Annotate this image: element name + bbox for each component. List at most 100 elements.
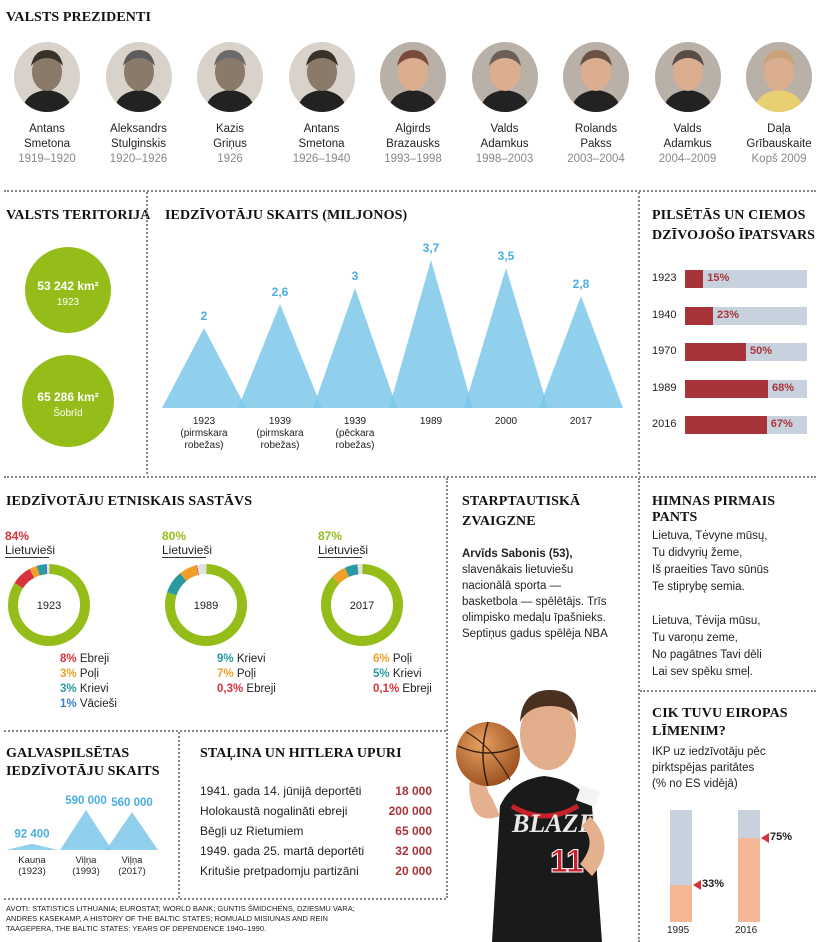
population-category-label: 1989 [420, 416, 443, 427]
population-value-label: 2,8 [573, 277, 590, 291]
president-card: Aleksandrs Stulginskis 1920–1926 [96, 42, 182, 167]
president-years: 1926–1940 [292, 153, 351, 165]
ethnic-legend-name: Krievi [233, 653, 266, 665]
victims-row: Kritušie pretpadomju partizāni 20 000 [200, 864, 432, 882]
president-last-name: Griņus [213, 138, 247, 150]
ethnic-legend-item: 7% Poļi [217, 667, 276, 682]
territory-circle-now: 65 286 km² Šobrīd [22, 355, 114, 447]
ethnic-legend-item: 9% Krievi [217, 652, 276, 667]
star-line: slavenākais lietuviešu [462, 564, 574, 576]
population-category-label: 1923 [193, 416, 216, 427]
ethnic-legend-name: Krievi [389, 668, 422, 680]
anthem-line: Tu didvyrių žeme, [652, 547, 743, 559]
territory-title: VALSTS TERITORIJA [6, 208, 151, 223]
president-portrait [197, 42, 263, 112]
urban-bar-fill [685, 270, 704, 288]
capital-title-line1: GALVASPILSĒTAS [6, 746, 130, 761]
urban-bar-row: 1923 15% [652, 270, 812, 288]
president-years: 2003–2004 [567, 153, 625, 165]
ethnic-legend-name: Ebreji [399, 683, 432, 695]
president-first-name: Algirds [395, 123, 431, 135]
population-chart: 21923(pirmskararobežas)2,61939(pirmskara… [162, 241, 623, 451]
population-category-label: (pirmskara [180, 428, 228, 439]
ethnic-main-label: Lietuvieši [5, 543, 56, 558]
president-years: 1998–2003 [475, 153, 534, 165]
ethnic-main-value: 80% [162, 529, 187, 543]
divider [4, 190, 816, 192]
anthem-line: Lietuva, Tėvija mūsu, [652, 615, 761, 627]
population-category-label: (pirmskara [256, 428, 304, 439]
star-title-line2: ZVAIGZNE [462, 514, 536, 529]
president-portrait [746, 42, 812, 112]
capital-value-label: 92 400 [14, 829, 49, 841]
territory-circle-1923: 53 242 km² 1923 [25, 247, 111, 333]
president-years: 1919–1920 [18, 153, 76, 165]
europe-bar-label: 33% [702, 878, 725, 891]
divider [4, 730, 446, 732]
ethnic-legend-item: 1% Vācieši [60, 697, 117, 712]
capital-triangle [60, 810, 112, 850]
urban-bar-fill [685, 379, 768, 398]
population-value-label: 2 [201, 309, 208, 323]
urban-bar-track: 50% [685, 343, 807, 361]
victims-value: 18 000 [395, 784, 432, 798]
capital-category-label: Viļņa [122, 855, 144, 866]
president-last-name: Smetona [298, 138, 345, 150]
ethnic-donut-segment [8, 564, 90, 646]
president-first-name: Aleksandrs [110, 123, 167, 135]
victims-value: 20 000 [395, 864, 432, 878]
victims-label: Kritušie pretpadomju partizāni [200, 864, 359, 878]
ethnic-donut-year: 2017 [350, 600, 374, 612]
divider [640, 690, 816, 692]
capital-category-label: Viļņa [76, 855, 98, 866]
ethnic-donut-segment [8, 564, 90, 646]
anthem-line: Iš praeities Tavo sūnūs [652, 564, 769, 576]
president-card: Rolands Pakss 2003–2004 [553, 42, 639, 167]
president-first-name: Valds [673, 123, 702, 135]
victims-row: Holokaustā nogalināti ebreji 200 000 [200, 804, 432, 822]
europe-bar-year: 1995 [667, 925, 690, 936]
ethnic-legend-item: 3% Poļi [60, 667, 117, 682]
ethnic-legend-value: 3% [60, 683, 77, 695]
victims-label: 1949. gada 25. martā deportēti [200, 844, 365, 858]
europe-desc-line: pirktspējas paritātes [652, 762, 755, 774]
ethnic-legend-value: 1% [60, 698, 77, 710]
ethnic-legend-value: 9% [217, 653, 234, 665]
ethnic-donut: 1923 [8, 564, 90, 646]
europe-bar-marker [693, 880, 701, 891]
anthem-line: Lai sev spēku smeļ. [652, 666, 753, 678]
territory-label: 1923 [56, 297, 80, 308]
urban-bar-label: 15% [707, 272, 730, 284]
svg-text:11: 11 [550, 843, 584, 879]
europe-title-line1: CIK TUVU EIROPAS [652, 706, 788, 721]
capital-value-label: 560 000 [111, 797, 153, 809]
ethnic-legend: 6% Poļi 5% Krievi 0,1% Ebreji [373, 652, 432, 697]
urban-bar-fill [685, 416, 767, 434]
anthem-title: HIMNAS PIRMAIS PANTS [652, 494, 776, 525]
ethnic-donut-year: 1923 [37, 600, 61, 612]
population-triangle [313, 288, 397, 408]
ethnic-main-value: 84% [5, 529, 30, 543]
victims-row: Bēgļi uz Rietumiem 65 000 [200, 824, 432, 842]
europe-title-line2: LĪMENIM? [652, 724, 726, 739]
capital-title-line2: IEDZĪVOTĀJU SKAITS [6, 764, 160, 779]
urban-bar-year: 1940 [652, 308, 677, 321]
ethnic-legend-value: 0,3% [217, 683, 244, 695]
urban-bar-year: 1989 [652, 381, 677, 394]
population-category-label: robežas) [261, 440, 300, 451]
ethnic-legend-item: 3% Krievi [60, 682, 117, 697]
star-line: nacionālā sporta — [462, 580, 562, 592]
population-triangle [238, 304, 322, 408]
urban-bar-fill [685, 306, 714, 325]
victims-value: 32 000 [395, 844, 432, 858]
ethnic-legend-name: Poļi [76, 668, 99, 680]
ethnic-legend-name: Ebreji [243, 683, 276, 695]
president-card: Valds Adamkus 2004–2009 [645, 42, 731, 167]
ethnic-legend-item: 0,1% Ebreji [373, 682, 432, 697]
divider [178, 732, 180, 898]
anthem-text: Lietuva, Tėvyne mūsų, Tu didvyrių žeme, … [652, 528, 818, 681]
anthem-line: Tu varoņu zeme, [652, 632, 738, 644]
sources-line: TAAGEPERA, THE BALTIC STATES: YEARS OF D… [6, 924, 267, 933]
basketball-player-photo: BLAZE 11 [456, 690, 605, 942]
